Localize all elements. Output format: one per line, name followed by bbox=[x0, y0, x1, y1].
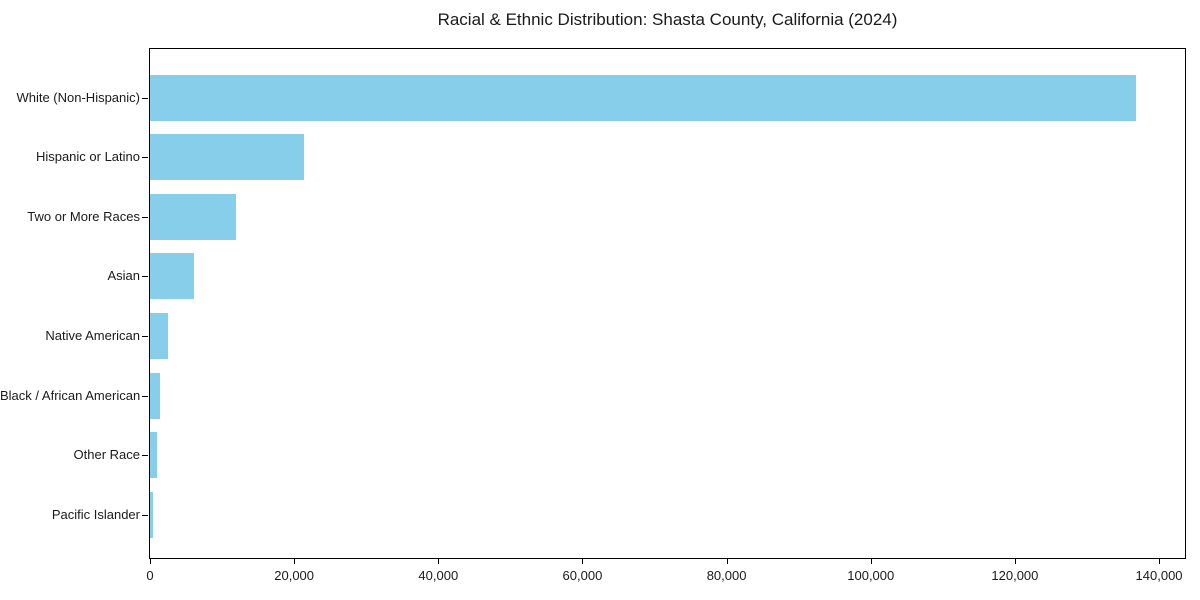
y-tick-mark bbox=[142, 335, 148, 337]
y-tick-mark bbox=[142, 455, 148, 457]
bar bbox=[150, 312, 169, 359]
bar bbox=[150, 432, 158, 479]
y-tick-mark bbox=[142, 216, 148, 218]
x-tick-label: 120,000 bbox=[991, 568, 1039, 583]
bar bbox=[150, 134, 304, 181]
x-tick-label: 140,000 bbox=[1135, 568, 1183, 583]
y-tick-mark bbox=[142, 395, 148, 397]
y-tick-mark bbox=[142, 157, 148, 159]
y-tick-mark bbox=[142, 97, 148, 99]
bar bbox=[150, 193, 237, 240]
bar bbox=[150, 74, 1136, 121]
y-tick-mark bbox=[142, 514, 148, 516]
x-tick-mark bbox=[1014, 559, 1016, 564]
x-tick-label: 60,000 bbox=[562, 568, 603, 583]
x-tick-label: 100,000 bbox=[847, 568, 895, 583]
y-tick-label: Hispanic or Latino bbox=[35, 149, 140, 165]
bar bbox=[150, 491, 153, 538]
x-tick-mark bbox=[726, 559, 728, 564]
x-tick-mark bbox=[1159, 559, 1161, 564]
plot-area bbox=[149, 48, 1186, 559]
y-tick-label: Two or More Races bbox=[27, 208, 140, 224]
x-tick-mark bbox=[582, 559, 584, 564]
x-tick-label: 40,000 bbox=[418, 568, 459, 583]
y-tick-label: Native American bbox=[45, 327, 140, 343]
x-tick-mark bbox=[150, 559, 151, 564]
y-tick-label: Pacific Islander bbox=[51, 506, 140, 522]
x-tick-mark bbox=[294, 559, 296, 564]
x-tick-label: 20,000 bbox=[274, 568, 315, 583]
bar bbox=[150, 253, 194, 300]
x-tick-label: 80,000 bbox=[706, 568, 747, 583]
x-tick-label: 0 bbox=[146, 568, 154, 583]
x-tick-mark bbox=[870, 559, 872, 564]
y-tick-mark bbox=[142, 276, 148, 278]
y-tick-label: Other Race bbox=[73, 447, 140, 463]
bar bbox=[150, 372, 161, 419]
y-tick-label: White (Non-Hispanic) bbox=[16, 89, 140, 105]
x-tick-mark bbox=[438, 559, 440, 564]
chart-title: Racial & Ethnic Distribution: Shasta Cou… bbox=[437, 10, 898, 29]
y-tick-label: Black / African American bbox=[0, 387, 141, 403]
y-tick-label: Asian bbox=[107, 268, 140, 284]
